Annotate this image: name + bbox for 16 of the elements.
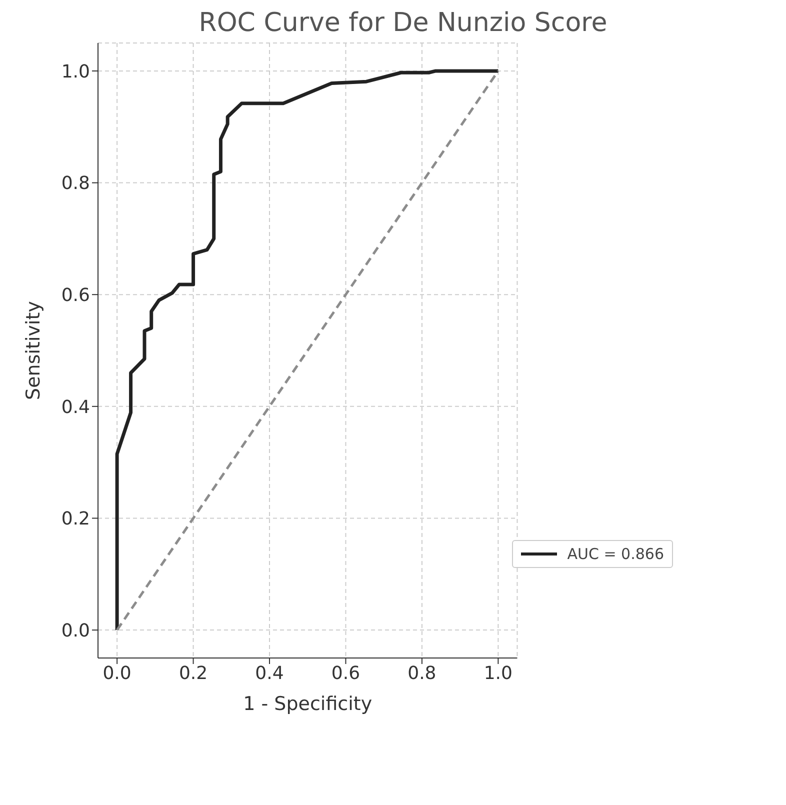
x-tick-label: 0.0 [102,662,132,684]
y-tick-label: 0.0 [61,620,90,642]
x-tick-label: 0.4 [255,662,284,684]
y-tick-label: 0.6 [61,284,90,306]
y-axis-title: Sensitivity [22,301,45,400]
chart-title: ROC Curve for De Nunzio Score [198,8,608,38]
y-tick-label: 0.8 [61,173,90,194]
x-tick-label: 0.8 [408,662,436,684]
y-tick-label: 0.4 [61,396,90,418]
x-axis-title: 1 - Specificity [243,693,372,715]
x-tick-label: 0.2 [178,662,208,684]
y-tick-label: 1.0 [61,61,90,82]
y-tick-label: 0.2 [61,508,90,530]
legend-label: AUC = 0.866 [567,545,664,563]
x-tick-label: 1.0 [484,662,512,684]
x-tick-label: 0.6 [331,662,360,684]
